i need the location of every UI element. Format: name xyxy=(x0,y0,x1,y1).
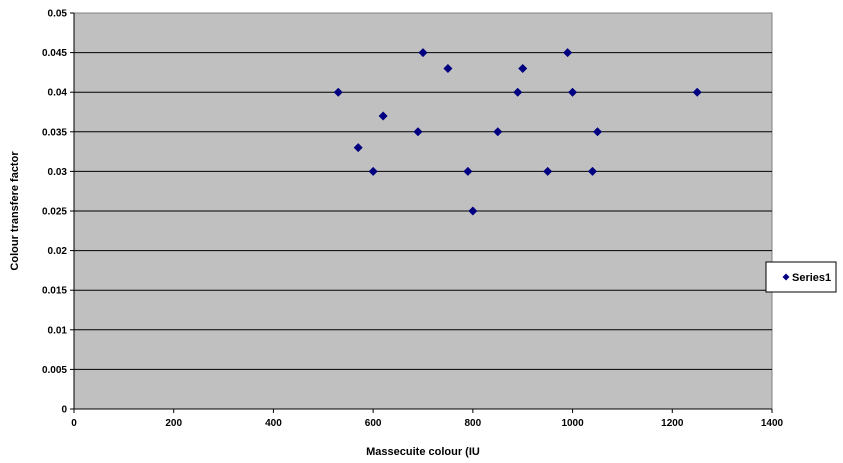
x-tick-label: 0 xyxy=(71,418,77,429)
data-point-diamond xyxy=(588,166,598,176)
y-tick-label: 0.03 xyxy=(48,167,68,178)
data-point-diamond xyxy=(463,166,473,176)
y-tick-label: 0.04 xyxy=(48,88,68,99)
data-point-diamond xyxy=(378,111,388,121)
y-tick-label: 0 xyxy=(61,405,67,416)
y-tick-label: 0.045 xyxy=(42,48,67,59)
y-tick-label: 0.005 xyxy=(42,365,67,376)
legend: Series1 xyxy=(765,261,837,293)
x-tick-label: 200 xyxy=(165,418,182,429)
x-tick-label: 800 xyxy=(465,418,482,429)
legend-label-series1: Series1 xyxy=(792,272,831,284)
y-tick-label: 0.02 xyxy=(48,246,68,257)
x-tick-label: 600 xyxy=(365,418,382,429)
data-point-diamond xyxy=(543,166,553,176)
x-tick-label: 400 xyxy=(265,418,282,429)
x-axis-title: Massecuite colour (IU xyxy=(366,446,480,458)
data-point-diamond xyxy=(353,143,363,153)
x-axis-ticks: 0 200 400 600 800 1000 1200 1400 xyxy=(71,408,784,429)
data-point-diamond xyxy=(368,166,378,176)
legend-marker-diamond-icon xyxy=(782,273,790,281)
x-tick-label: 1200 xyxy=(661,418,684,429)
data-points xyxy=(333,48,702,216)
y-tick-label: 0.05 xyxy=(48,9,68,20)
y-tick-label: 0.035 xyxy=(42,127,67,138)
data-point-diamond xyxy=(593,127,602,137)
data-point-diamond xyxy=(468,206,478,216)
y-axis-ticks: 0 0.005 0.01 0.015 0.02 0.025 0.03 0.035 0.04 0.0… xyxy=(42,9,75,416)
data-point-diamond xyxy=(568,87,578,97)
y-axis-title: Colour transfere factor xyxy=(9,151,21,271)
y-tick-label: 0.015 xyxy=(42,286,67,297)
data-point-diamond xyxy=(333,87,343,97)
data-point-diamond xyxy=(518,63,528,73)
y-tick-label: 0.025 xyxy=(42,207,67,218)
data-point-diamond xyxy=(493,127,503,137)
x-tick-label: 1000 xyxy=(561,418,584,429)
data-point-diamond xyxy=(692,87,702,97)
data-point-diamond xyxy=(443,63,453,73)
data-point-diamond xyxy=(418,48,428,58)
y-tick-label: 0.01 xyxy=(48,325,68,336)
data-point-diamond xyxy=(413,127,423,137)
data-point-diamond xyxy=(513,87,523,97)
x-tick-label: 1400 xyxy=(761,418,784,429)
legend-box xyxy=(765,261,837,293)
data-point-diamond xyxy=(563,48,573,58)
